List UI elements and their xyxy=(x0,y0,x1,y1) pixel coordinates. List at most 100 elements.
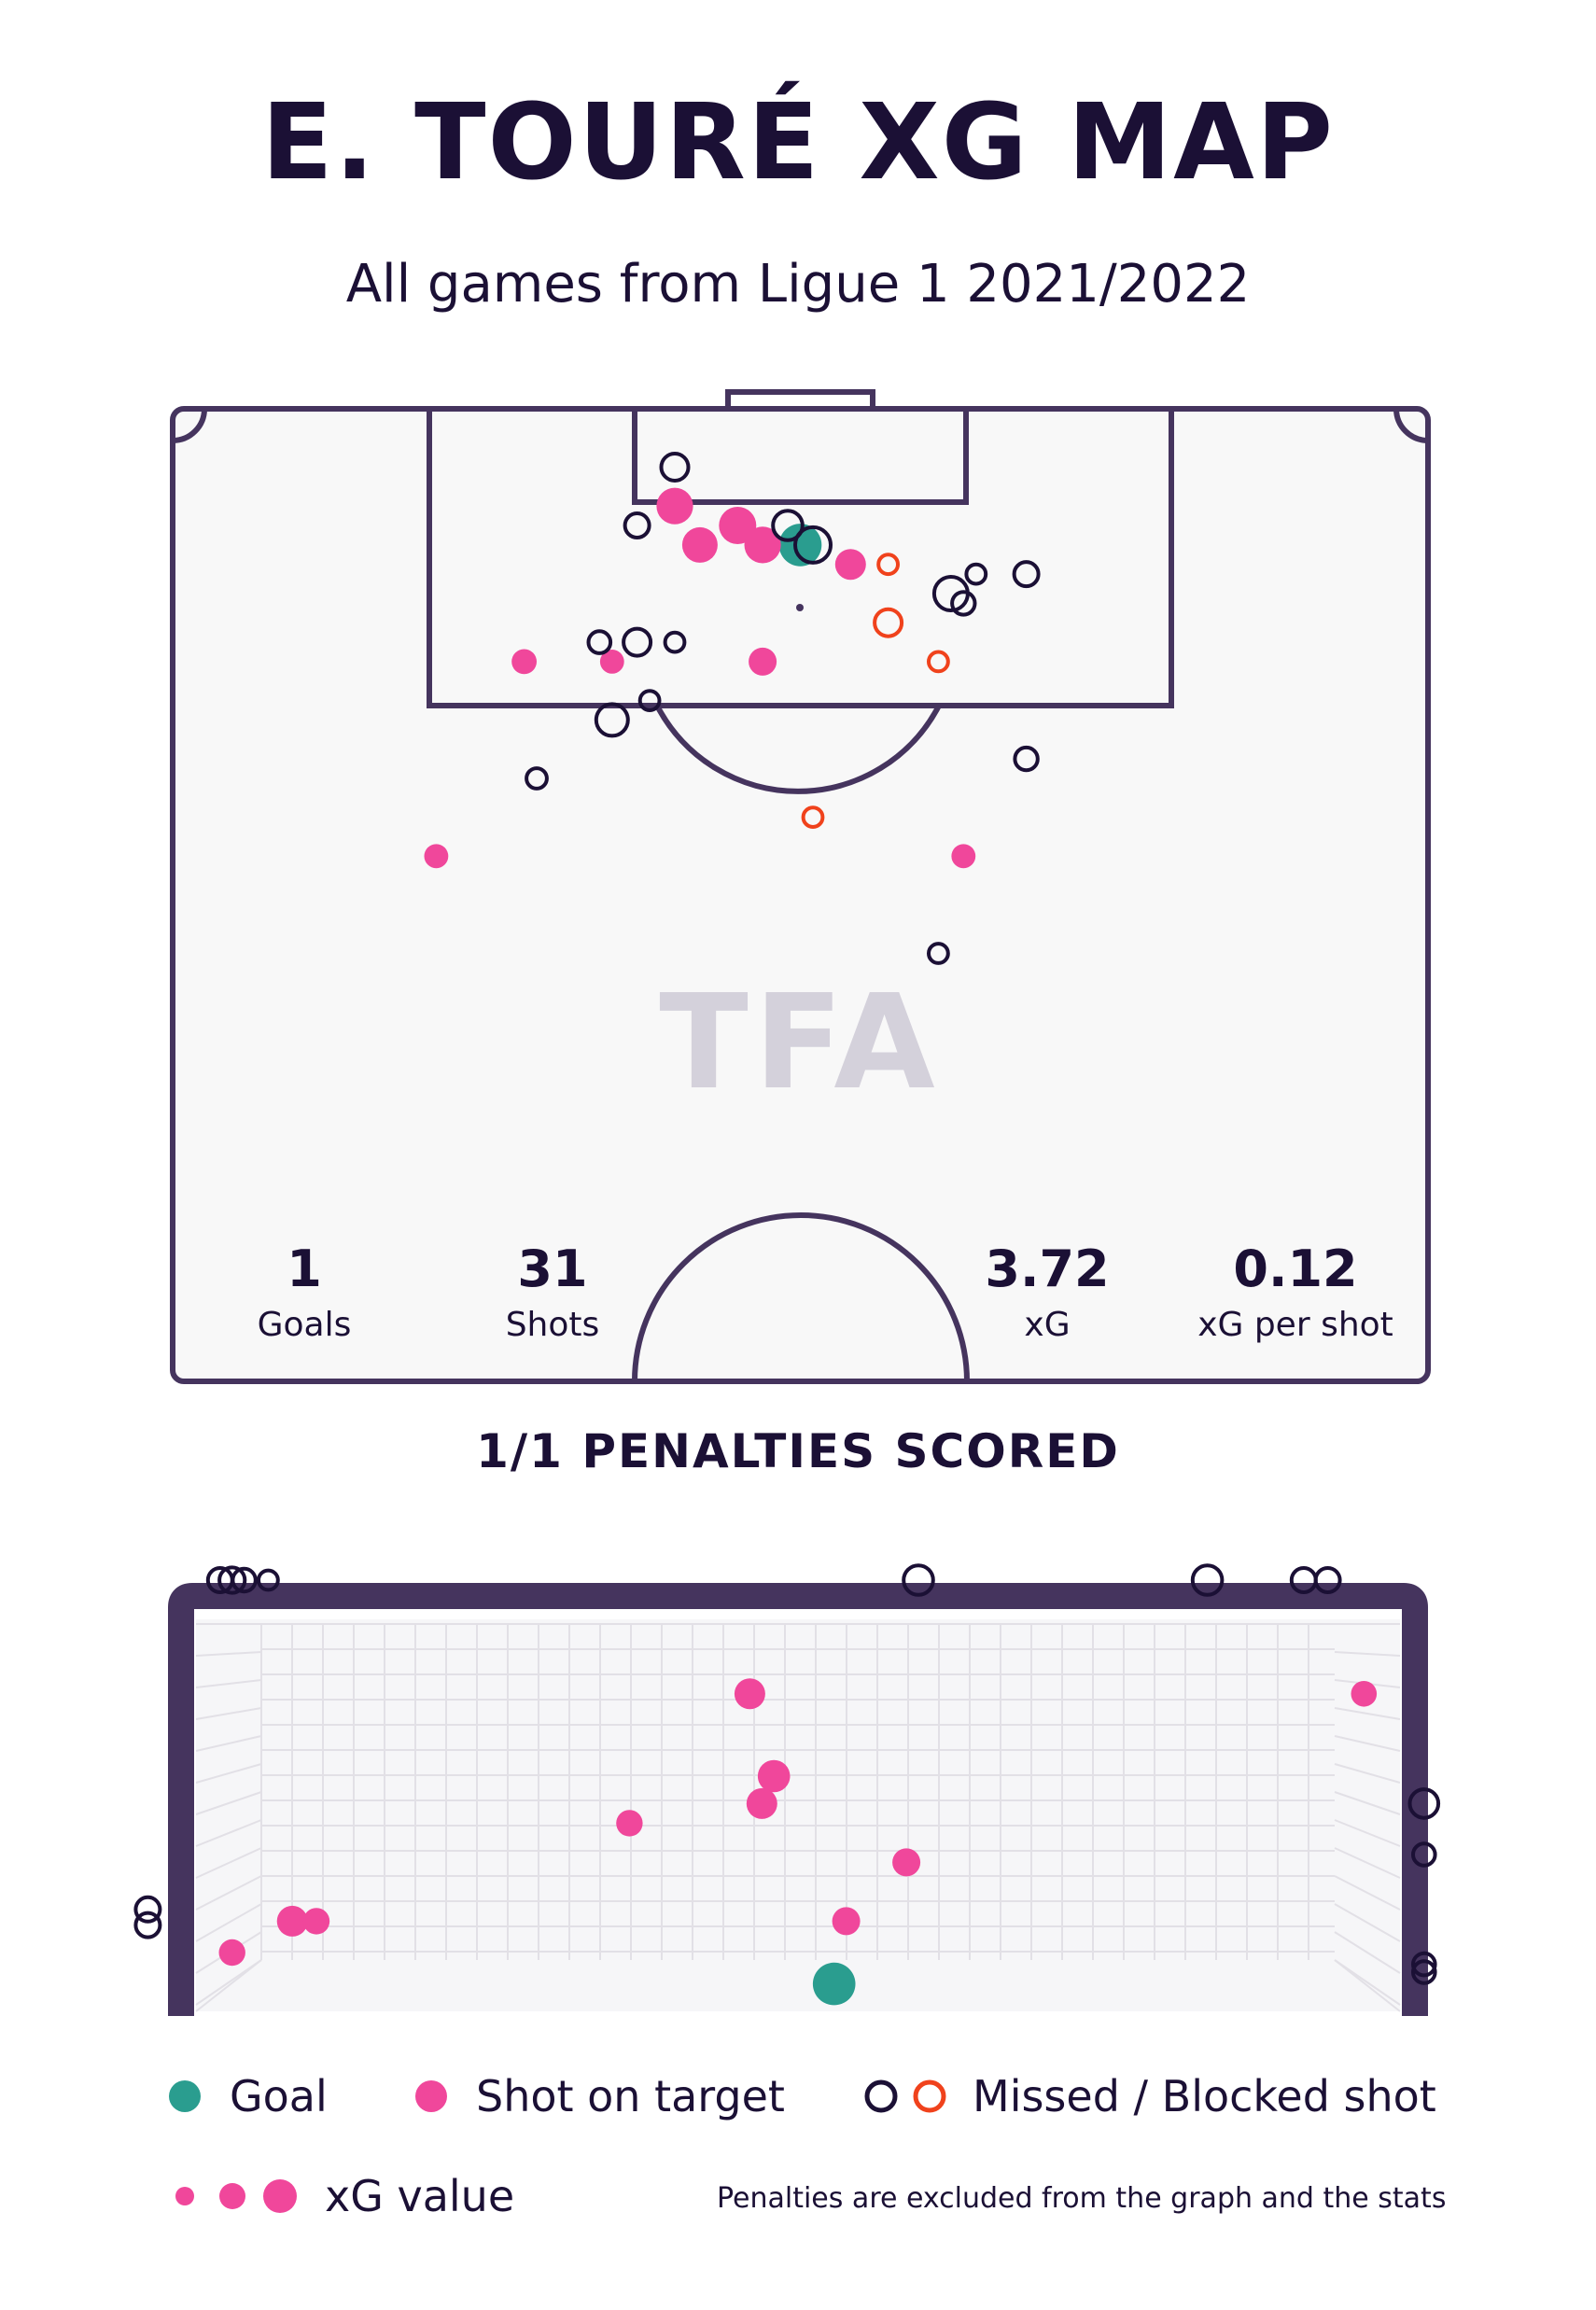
shot-point-shot-on-target xyxy=(276,1905,308,1937)
net-grid-line xyxy=(1334,1903,1401,1942)
legend-xg-large-icon xyxy=(263,2179,297,2213)
shot-point-missed-blocked-shot xyxy=(1411,1951,1437,1978)
stat-xg-label: xG xyxy=(1024,1306,1071,1344)
shot-point-shot-on-target xyxy=(681,526,718,563)
shot-point-missed-shot xyxy=(1013,745,1040,773)
goal-net xyxy=(195,1619,1401,2012)
net-grid-line xyxy=(1334,1875,1401,1911)
legend-missed-label: Missed / Blocked shot xyxy=(973,2071,1436,2121)
shot-point-missed-blocked-shot xyxy=(1411,1841,1437,1868)
shot-point-missed-shot xyxy=(950,590,977,617)
shot-point-missed-shot xyxy=(586,629,613,655)
shot-point-missed-shot xyxy=(525,766,549,791)
legend-on-target-label: Shot on target xyxy=(476,2071,785,2121)
shot-point-shot-on-target xyxy=(951,844,976,869)
shot-point-shot-on-target xyxy=(599,650,624,674)
shot-point-missed-blocked-shot xyxy=(1411,1959,1437,1985)
shot-point-missed-shot xyxy=(927,942,950,965)
shot-point-missed-shot xyxy=(663,630,687,654)
corner-arc-left xyxy=(172,408,207,443)
shot-point-shot-on-target xyxy=(616,1810,643,1837)
stat-goals-value: 1 xyxy=(287,1239,322,1298)
legend-xg-medium-icon xyxy=(219,2183,245,2209)
stat-shots: 31 Shots xyxy=(413,1239,693,1346)
watermark: TFA xyxy=(659,967,940,1119)
legend-goal-label: Goal xyxy=(230,2071,328,2121)
shot-point-missed-blocked-shot xyxy=(133,1895,162,1924)
pitch-shots xyxy=(424,452,1041,965)
net-grid-line xyxy=(1334,1735,1401,1752)
shot-point-missed-shot xyxy=(771,509,805,542)
shot-point-missed-blocked-shot xyxy=(1190,1563,1225,1597)
shot-point-missed-shot xyxy=(1012,560,1041,589)
net-grid-line xyxy=(195,1791,262,1815)
stat-xg-per-shot-value: 0.12 xyxy=(1233,1239,1358,1298)
net-grid-line xyxy=(1334,1651,1401,1657)
net-grid-line xyxy=(195,1679,262,1688)
shot-point-missed-blocked-shot xyxy=(231,1566,258,1594)
net-grid-line xyxy=(195,1707,262,1720)
shot-point-shot-on-target xyxy=(302,1908,330,1935)
corner-arc-right xyxy=(1393,408,1429,443)
shot-point-missed-shot xyxy=(622,626,653,658)
legend-xg-label: xG value xyxy=(325,2171,515,2221)
net-grid-line xyxy=(195,1763,262,1784)
shot-point-shot-on-target xyxy=(424,844,449,869)
goal-map xyxy=(133,1563,1441,2016)
chart-title: E. TOURÉ XG MAP xyxy=(261,82,1335,203)
penalties-label: 1/1 PENALTIES SCORED xyxy=(476,1424,1120,1478)
stat-xg: 3.72 xG xyxy=(907,1239,1187,1346)
shot-point-shot-on-target xyxy=(511,649,537,675)
shot-point-missed-shot xyxy=(793,525,833,565)
shot-point-shot-on-target xyxy=(746,1787,777,1819)
shot-point-shot-on-target xyxy=(1351,1681,1378,1707)
shot-point-goal xyxy=(812,1962,856,2006)
pitch-lines xyxy=(170,389,1431,1384)
shot-point-shot-on-target xyxy=(892,1848,921,1877)
pitch-map: TFA xyxy=(170,389,1431,1384)
net-grid-line xyxy=(195,1819,262,1847)
shot-point-shot-on-target xyxy=(757,1759,791,1793)
net-grid-line xyxy=(195,1651,262,1657)
shot-point-missed-blocked-shot xyxy=(217,1565,247,1595)
net-grid-line xyxy=(1334,1791,1401,1815)
legend-on-target-icon xyxy=(415,2080,447,2112)
goal-frame-posts xyxy=(168,1583,1428,2016)
shot-point-missed-blocked-shot xyxy=(133,1911,162,1939)
stat-goals: 1 Goals xyxy=(164,1239,444,1346)
stat-shots-label: Shots xyxy=(505,1306,600,1344)
shot-point-shot-on-target xyxy=(734,1678,765,1710)
shot-point-shot-on-target xyxy=(749,647,777,676)
stat-xg-value: 3.72 xyxy=(985,1239,1110,1298)
stat-goals-label: Goals xyxy=(257,1306,352,1344)
net-grid-line xyxy=(195,1847,262,1879)
center-circle-arc xyxy=(632,1212,970,1382)
net-grid-line xyxy=(1334,1819,1401,1847)
shot-point-shot-on-target xyxy=(719,507,757,544)
shot-point-blocked-shot xyxy=(801,805,825,829)
net-grid-line xyxy=(195,1875,262,1911)
shot-point-blocked-shot xyxy=(876,553,900,577)
stat-shots-value: 31 xyxy=(517,1239,588,1298)
shot-point-blocked-shot xyxy=(927,650,950,674)
shot-point-goal xyxy=(778,524,822,567)
shot-point-missed-blocked-shot xyxy=(1407,1787,1441,1820)
stat-xg-per-shot-label: xG per shot xyxy=(1197,1306,1393,1344)
net-grid xyxy=(195,1623,1401,2012)
net-grid-line xyxy=(195,1959,262,2012)
legend-missed-icon xyxy=(864,2079,898,2113)
stat-xg-per-shot: 0.12 xG per shot xyxy=(1155,1239,1435,1346)
net-grid-line xyxy=(1334,1959,1401,2012)
net-grid-line xyxy=(1334,1847,1401,1879)
penalty-arc xyxy=(654,704,942,794)
legend-blocked-icon xyxy=(913,2079,946,2113)
legend-note: Penalties are excluded from the graph an… xyxy=(717,2182,1447,2215)
net-back xyxy=(196,1619,1400,2011)
goal-shots xyxy=(133,1563,1441,2006)
shot-point-shot-on-target xyxy=(834,549,866,581)
shot-point-blocked-shot xyxy=(873,607,904,638)
shot-point-missed-shot xyxy=(623,511,651,539)
goal-frame xyxy=(725,389,875,409)
shot-point-missed-blocked-shot xyxy=(902,1563,935,1597)
shot-point-missed-blocked-shot xyxy=(257,1568,280,1592)
